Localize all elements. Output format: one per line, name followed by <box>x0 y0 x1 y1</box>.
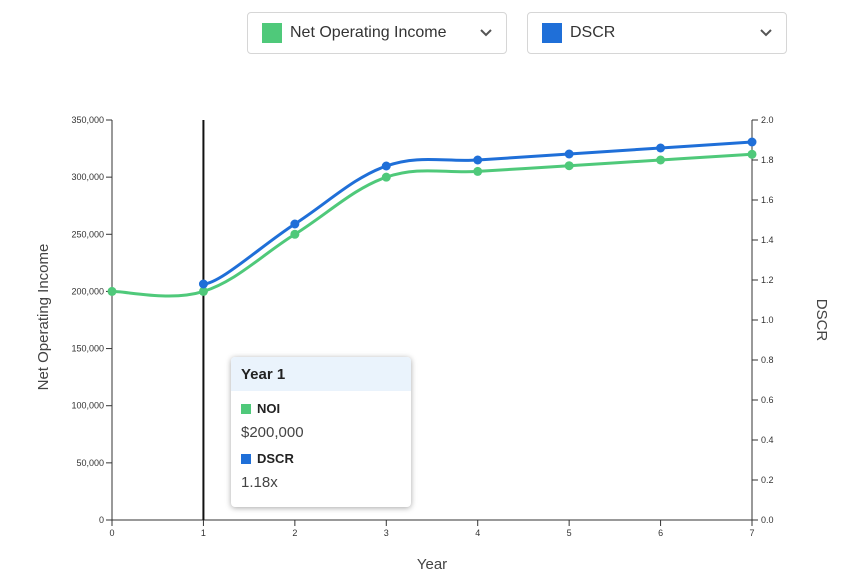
tooltip-noi-label: NOI <box>257 401 281 416</box>
y2-tick-label: 2.0 <box>761 115 774 125</box>
noi-data-point <box>564 161 574 171</box>
x-axis-title: Year <box>417 556 447 573</box>
tooltip-title: Year 1 <box>231 357 411 391</box>
y-tick-label: 300,000 <box>71 172 104 182</box>
y-tick-label: 350,000 <box>71 115 104 125</box>
dscr-select-label: DSCR <box>570 24 616 41</box>
noi-data-point <box>198 286 208 296</box>
tooltip-noi-row: NOI <box>231 401 411 416</box>
noi-series-select[interactable]: Net Operating Income <box>247 12 507 54</box>
noi-select-label: Net Operating Income <box>290 24 447 41</box>
y2-tick-label: 1.0 <box>761 315 774 325</box>
dscr-data-point <box>290 219 300 229</box>
x-tick-label: 1 <box>201 528 206 538</box>
noi-data-point <box>473 166 483 176</box>
x-tick-label: 7 <box>749 528 754 538</box>
dscr-swatch <box>241 453 251 464</box>
y-tick-label: 150,000 <box>71 344 104 354</box>
noi-data-point <box>747 149 757 159</box>
y2-tick-label: 0.6 <box>761 395 774 405</box>
y-axis-title: Net Operating Income <box>35 244 52 391</box>
noi-data-point <box>381 172 391 182</box>
x-tick-label: 6 <box>658 528 663 538</box>
y2-tick-label: 0.0 <box>761 515 774 525</box>
y2-tick-label: 0.8 <box>761 355 774 365</box>
y-tick-label: 50,000 <box>76 458 104 468</box>
dscr-data-point <box>564 149 574 159</box>
y2-tick-label: 1.4 <box>761 235 774 245</box>
dscr-data-point <box>381 161 391 171</box>
y2-tick-label: 0.2 <box>761 475 774 485</box>
tooltip-dscr-label: DSCR <box>257 451 294 466</box>
y2-axis-title: DSCR <box>813 299 830 342</box>
chart-lines <box>111 140 753 298</box>
y-tick-label: 0 <box>99 515 104 525</box>
chart-axes: 0 50,000 100,000 150,000 200,000 250,000 300,0… <box>71 115 773 538</box>
y2-tick-label: 1.2 <box>761 275 774 285</box>
noi-data-point <box>290 229 300 239</box>
dscr-color-swatch <box>542 23 562 43</box>
y-tick-label: 250,000 <box>71 229 104 239</box>
noi-data-point <box>107 286 117 296</box>
dscr-data-point <box>747 137 757 147</box>
dscr-data-point <box>198 279 208 289</box>
chevron-down-icon <box>480 27 492 39</box>
noi-swatch <box>241 403 251 414</box>
chart-points <box>107 137 757 296</box>
y2-tick-label: 1.8 <box>761 155 774 165</box>
dscr-data-point <box>656 143 666 153</box>
y2-tick-label: 1.6 <box>761 195 774 205</box>
dscr-series-select[interactable]: DSCR <box>527 12 787 54</box>
tooltip-dscr-value: 1.18x <box>241 474 278 491</box>
tooltip-noi-value: $200,000 <box>241 424 304 441</box>
noi-series-line <box>111 152 753 298</box>
x-tick-label: 2 <box>292 528 297 538</box>
x-tick-label: 4 <box>475 528 480 538</box>
chevron-down-icon <box>760 27 772 39</box>
hover-tooltip: Year 1 NOI $200,000 DSCR 1.18x <box>231 357 411 507</box>
noi-color-swatch <box>262 23 282 43</box>
x-tick-label: 3 <box>384 528 389 538</box>
y-tick-label: 100,000 <box>71 401 104 411</box>
tooltip-dscr-row: DSCR <box>231 451 411 466</box>
x-tick-label: 0 <box>109 528 114 538</box>
noi-data-point <box>656 155 666 165</box>
y2-tick-label: 0.4 <box>761 435 774 445</box>
y-tick-label: 200,000 <box>71 286 104 296</box>
dscr-data-point <box>473 155 483 165</box>
x-tick-label: 5 <box>567 528 572 538</box>
